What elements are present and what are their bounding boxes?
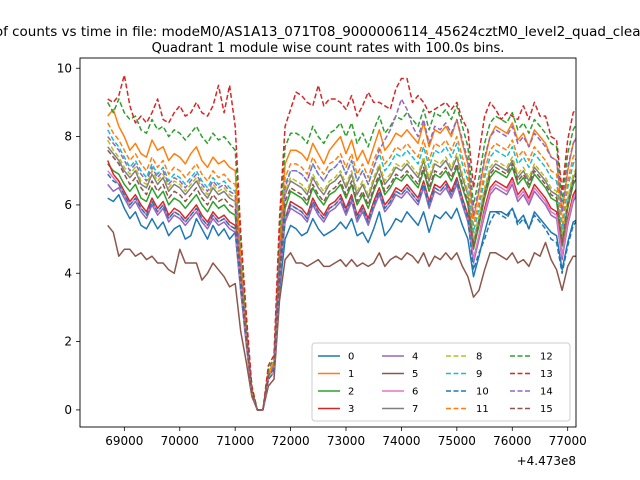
series-10-line xyxy=(107,173,576,411)
figure-suptitle: Plot of counts vs time in file: modeM0/A… xyxy=(0,24,640,40)
x-tick-label: 72000 xyxy=(271,434,309,448)
x-tick-label: 75000 xyxy=(438,434,476,448)
series-14-line xyxy=(107,98,576,411)
series-3-line xyxy=(107,160,576,411)
series-13-line xyxy=(107,74,576,411)
x-offset-label: +4.473e8 xyxy=(517,454,576,468)
series-5-line xyxy=(107,224,576,411)
legend-label-10: 10 xyxy=(476,387,489,398)
y-axis: 0 2 4 6 8 10 xyxy=(57,61,80,417)
legend-label-15: 15 xyxy=(540,404,553,415)
legend-label-11: 11 xyxy=(476,404,489,415)
legend-label-3: 3 xyxy=(348,404,354,415)
chart-title: Quadrant 1 module wise count rates with … xyxy=(152,41,505,56)
legend-label-9: 9 xyxy=(476,369,482,380)
axes-frame xyxy=(79,57,577,428)
legend-label-4: 4 xyxy=(412,352,418,363)
legend-label-1: 1 xyxy=(348,369,354,380)
x-tick-label: 70000 xyxy=(161,434,199,448)
plot-area xyxy=(107,74,576,411)
series-11-line xyxy=(107,122,576,411)
legend-box xyxy=(311,342,571,422)
legend-label-8: 8 xyxy=(476,352,482,363)
legend-label-13: 13 xyxy=(540,369,553,380)
legend-label-0: 0 xyxy=(348,352,354,363)
legend-label-12: 12 xyxy=(540,352,553,363)
y-tick-label: 2 xyxy=(64,335,72,349)
y-tick-label: 10 xyxy=(57,61,72,75)
y-tick-label: 4 xyxy=(64,266,72,280)
legend-label-7: 7 xyxy=(412,404,418,415)
x-tick-label: 73000 xyxy=(327,434,365,448)
series-4-line xyxy=(107,183,576,411)
series-7-line xyxy=(107,146,576,411)
x-tick-label: 77000 xyxy=(549,434,587,448)
legend-label-2: 2 xyxy=(348,387,354,398)
legend-label-6: 6 xyxy=(412,387,418,398)
x-axis: 69000 70000 71000 72000 73000 74000 75000 76000… xyxy=(105,427,587,448)
legend-label-5: 5 xyxy=(412,369,418,380)
y-tick-label: 0 xyxy=(64,403,72,417)
series-15-line xyxy=(107,149,576,411)
y-tick-label: 8 xyxy=(64,130,72,144)
legend-label-14: 14 xyxy=(540,387,553,398)
x-tick-label: 74000 xyxy=(382,434,420,448)
x-tick-label: 76000 xyxy=(493,434,531,448)
series-0-line xyxy=(107,193,576,411)
series-2-line xyxy=(107,163,576,411)
x-tick-label: 69000 xyxy=(105,434,143,448)
series-8-line xyxy=(107,139,576,411)
x-tick-label: 71000 xyxy=(216,434,254,448)
y-tick-label: 6 xyxy=(64,198,72,212)
series-9-line xyxy=(107,129,576,411)
series-1-line xyxy=(107,108,576,411)
